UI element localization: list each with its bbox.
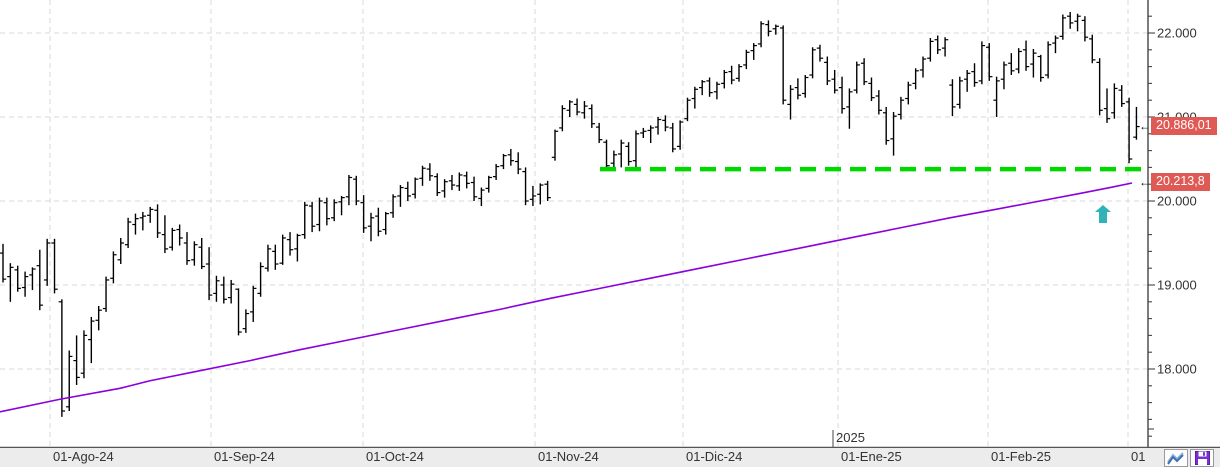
last-price-value: 20.886,01 xyxy=(1151,117,1217,135)
floppy-disk-icon xyxy=(1194,451,1210,465)
x-axis-label: 01 xyxy=(1131,449,1146,464)
x-axis-label: 01-Feb-25 xyxy=(991,449,1051,464)
last-price-tag: ← 20.886,01 xyxy=(1139,117,1217,135)
left-arrow-icon: ← xyxy=(1139,119,1151,133)
x-axis-strip: 01-Ago-24 01-Sep-24 01-Oct-24 01-Nov-24 01-D… xyxy=(0,448,1220,468)
moving-average-value: 20.213,8 xyxy=(1151,173,1210,191)
moving-average-line[interactable] xyxy=(0,182,1133,413)
x-axis-label: 01-Nov-24 xyxy=(538,449,599,464)
right-axis xyxy=(1147,0,1155,447)
x-axis-label: 01-Oct-24 xyxy=(366,449,424,464)
year-label: 2025 xyxy=(836,430,865,445)
left-arrow-icon: ← xyxy=(1139,175,1151,189)
line-mode-button[interactable] xyxy=(1164,449,1188,467)
x-axis-label: 01-Sep-24 xyxy=(214,449,275,464)
buy-arrow-icon xyxy=(1095,205,1111,223)
y-axis-label: 20.000 xyxy=(1157,193,1197,209)
y-axis-label: 19.000 xyxy=(1157,277,1197,293)
x-axis-label: 01-Dic-24 xyxy=(686,449,743,464)
zigzag-icon xyxy=(1167,452,1184,465)
y-axis-label: 22.000 xyxy=(1157,25,1197,41)
ohlc-bars xyxy=(0,12,1140,417)
gridlines xyxy=(0,0,1148,447)
y-axis-label: 18.000 xyxy=(1157,361,1197,377)
bottom-toolbar xyxy=(1164,449,1214,467)
x-axis-label: 01-Ago-24 xyxy=(53,449,114,464)
save-button[interactable] xyxy=(1190,449,1214,467)
x-axis-label: 01-Ene-25 xyxy=(841,449,902,464)
moving-average-tag: ← 20.213,8 xyxy=(1139,173,1210,191)
